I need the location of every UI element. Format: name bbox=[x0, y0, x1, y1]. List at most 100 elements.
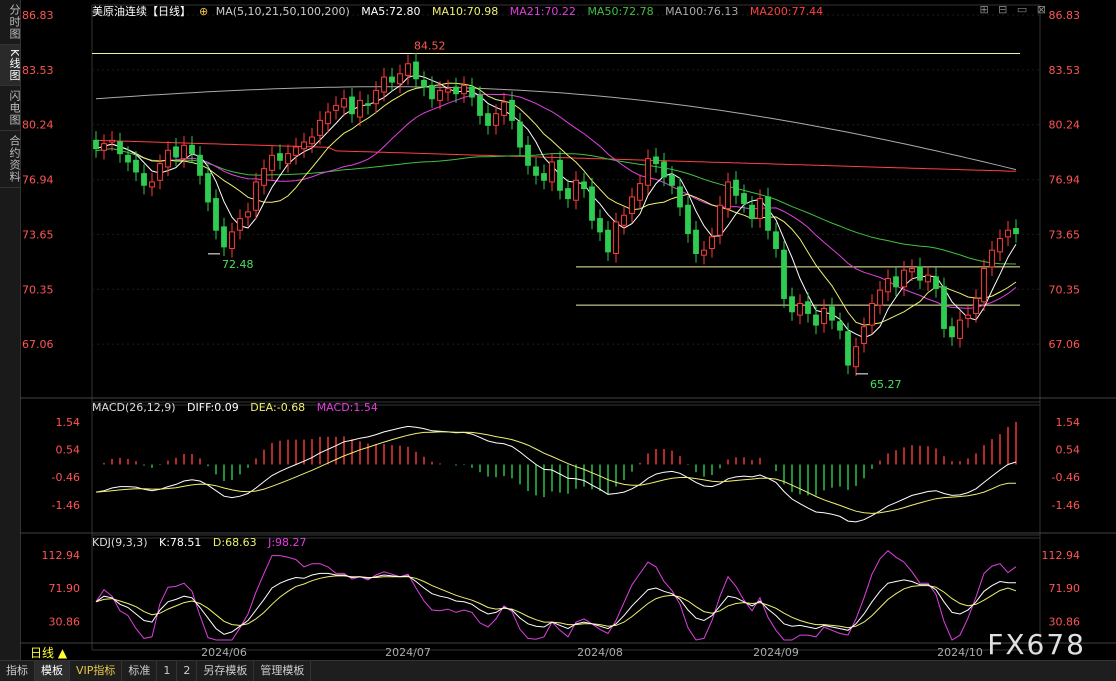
macd-diff-line bbox=[95, 425, 1017, 523]
candle-body bbox=[157, 163, 163, 181]
sidebar-item-0[interactable]: 分时图 bbox=[0, 0, 21, 45]
candle-body bbox=[245, 211, 251, 218]
expand-icon[interactable]: ⊞ bbox=[979, 3, 989, 16]
kdj-d: D:68.63 bbox=[212, 536, 257, 549]
candle-body bbox=[509, 99, 515, 121]
bottom-tab-5[interactable]: 2 bbox=[177, 661, 198, 681]
candle-body bbox=[909, 267, 915, 273]
price-annotation: 72.48 bbox=[222, 258, 254, 271]
price-tick-right: 80.24 bbox=[1049, 119, 1081, 132]
candle-body bbox=[741, 193, 747, 205]
ma10-line bbox=[95, 82, 1017, 326]
restore-icon[interactable]: ▭ bbox=[1016, 3, 1028, 16]
candle-body bbox=[765, 196, 771, 231]
candle-body bbox=[949, 326, 955, 338]
candle-body bbox=[933, 276, 939, 289]
candle-body bbox=[597, 218, 603, 233]
candle-body bbox=[93, 139, 99, 150]
ma21-line bbox=[95, 93, 1017, 309]
candle-body bbox=[365, 103, 371, 106]
candle-body bbox=[1005, 229, 1011, 238]
candle-body bbox=[429, 84, 435, 100]
candle-body bbox=[549, 161, 555, 183]
candle-body bbox=[197, 154, 203, 176]
ma5-value: MA5:72.80 bbox=[361, 5, 421, 18]
candle-body bbox=[733, 179, 739, 196]
bottom-tab-3[interactable]: 标准 bbox=[122, 661, 158, 681]
candle-body bbox=[877, 289, 883, 306]
candle-body bbox=[973, 297, 979, 314]
sidebar-item-1[interactable]: K线图 bbox=[0, 45, 21, 87]
candle-body bbox=[173, 146, 179, 158]
candle-body bbox=[869, 302, 875, 326]
ma200-value: MA200:77.44 bbox=[749, 5, 824, 18]
bottom-tab-2[interactable]: VIP指标 bbox=[70, 661, 123, 681]
panel-frame-2 bbox=[91, 534, 1041, 651]
candle-body bbox=[893, 276, 899, 288]
macd-dea: DEA:-0.68 bbox=[250, 401, 306, 414]
candle-body bbox=[1013, 228, 1019, 235]
candle-body bbox=[821, 307, 827, 324]
bottom-tab-0[interactable]: 指标 bbox=[0, 661, 35, 681]
candle-body bbox=[613, 221, 619, 255]
candle-body bbox=[445, 88, 451, 93]
minimize-icon[interactable]: ⊟ bbox=[998, 3, 1008, 16]
candle-body bbox=[405, 63, 411, 76]
candle-body bbox=[221, 226, 227, 248]
macd-diff: DIFF:0.09 bbox=[187, 401, 239, 414]
candle-body bbox=[317, 119, 323, 136]
sidebar-item-2[interactable]: 闪电图 bbox=[0, 86, 21, 132]
candle-body bbox=[213, 198, 219, 231]
kdj-j: J:98.27 bbox=[268, 536, 307, 549]
candle-body bbox=[501, 101, 507, 116]
candle-body bbox=[101, 143, 107, 151]
candle-body bbox=[941, 286, 947, 329]
candle-body bbox=[269, 154, 275, 171]
candle-body bbox=[125, 154, 131, 163]
candle-body bbox=[645, 158, 651, 186]
price-tick-left: 80.24 bbox=[22, 119, 54, 132]
candle-body bbox=[453, 86, 459, 95]
candle-body bbox=[557, 159, 563, 191]
candle-body bbox=[749, 204, 755, 220]
candle-body bbox=[349, 96, 355, 115]
bottom-tab-6[interactable]: 另存模板 bbox=[197, 661, 255, 681]
macd-tick-right: 0.54 bbox=[1056, 444, 1081, 457]
price-tick-left: 67.06 bbox=[22, 338, 54, 351]
candle-body bbox=[805, 301, 811, 314]
kdj-tick-right: 112.94 bbox=[1042, 549, 1081, 562]
ma100-line bbox=[95, 86, 1017, 171]
close-icon[interactable]: ⊠ bbox=[1036, 3, 1046, 16]
candle-body bbox=[717, 204, 723, 236]
candle-body bbox=[293, 146, 299, 156]
price-tick-right: 73.65 bbox=[1049, 228, 1081, 241]
price-tick-right: 67.06 bbox=[1049, 338, 1081, 351]
candle-body bbox=[237, 218, 243, 231]
candle-body bbox=[493, 113, 499, 126]
candle-body bbox=[165, 149, 171, 168]
period-selector[interactable]: 日线 ▲ bbox=[30, 646, 68, 660]
candle-body bbox=[589, 186, 595, 221]
candle-body bbox=[661, 161, 667, 178]
candle-body bbox=[581, 181, 587, 190]
price-tick-left: 70.35 bbox=[22, 283, 54, 296]
chart-canvas[interactable]: 86.83 86.83 83.53 83.53 80.24 80.24 76.94 76.94… bbox=[20, 0, 1116, 661]
macd-legend: MACD(26,12,9) DIFF:0.09 DEA:-0.68 MACD:1… bbox=[92, 401, 386, 414]
bottom-tab-1[interactable]: 模板 bbox=[35, 661, 70, 681]
candle-body bbox=[149, 181, 155, 188]
settings-icon[interactable]: ⊕ bbox=[199, 5, 209, 18]
candle-body bbox=[181, 144, 187, 160]
kdj-tick-left: 30.86 bbox=[49, 615, 81, 628]
bottom-tab-4[interactable]: 1 bbox=[157, 661, 178, 681]
price-tick-left: 76.94 bbox=[22, 174, 54, 187]
candle-body bbox=[789, 296, 795, 313]
date-label: 2024/06 bbox=[201, 646, 247, 659]
sidebar-item-3[interactable]: 合约资料 bbox=[0, 131, 21, 189]
ma100-value: MA100:76.13 bbox=[665, 5, 739, 18]
bottom-tab-7[interactable]: 管理模板 bbox=[254, 661, 312, 681]
macd-tick-left: -1.46 bbox=[52, 499, 80, 512]
macd-tick-right: -1.46 bbox=[1052, 499, 1080, 512]
date-label: 2024/08 bbox=[577, 646, 623, 659]
candle-body bbox=[397, 73, 403, 85]
window-controls: ⊞ ⊟ ▭ ⊠ bbox=[973, 3, 1046, 16]
